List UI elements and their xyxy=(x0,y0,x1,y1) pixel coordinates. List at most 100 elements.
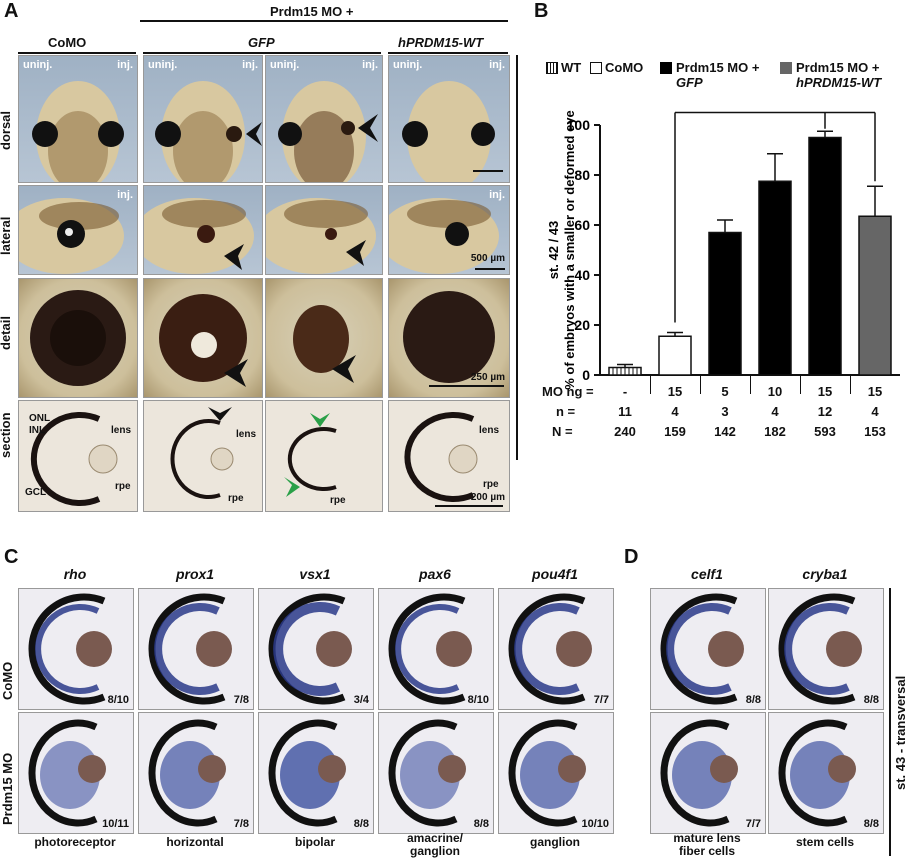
arrowhead-icon xyxy=(224,359,248,387)
gcl-label: GCL xyxy=(25,487,47,498)
uninj-label: uninj. xyxy=(148,59,178,71)
y-tick-label: 60 xyxy=(574,217,590,233)
y-axis-label: st. 42 / 43 xyxy=(546,221,561,280)
table-cell: 3 xyxy=(721,404,729,419)
ratio-label: 10/11 xyxy=(102,818,129,830)
section-hprdm15-image: lens rpe 200 µm xyxy=(388,400,510,512)
panel-c-letter: C xyxy=(4,546,19,568)
legend: WT CoMO Prdm15 MO + GFP Prdm15 MO + hPRD… xyxy=(546,58,911,108)
ratio-label: 8/10 xyxy=(107,694,129,706)
ish-image-vsx1-prdm15: 8/8 xyxy=(258,712,374,834)
onl-label: ONL xyxy=(29,413,51,424)
cell-type-label: bipolar xyxy=(294,835,335,849)
ratio-label: 7/8 xyxy=(233,818,249,830)
table-cell: 5 xyxy=(721,384,729,399)
table-cell: 11 xyxy=(618,404,632,419)
ish-image-celf1-prdm15: 7/7 xyxy=(650,712,766,834)
cell-type-label: ganglion xyxy=(530,835,580,849)
lateral-hprdm15-image: inj. 500 µm xyxy=(388,185,510,275)
dorsal-como-image: uninj. inj. xyxy=(18,55,138,183)
lens-label: lens xyxy=(111,425,132,436)
panel-a-letter: A xyxy=(4,0,19,22)
section-gfp2-image: rpe xyxy=(265,400,383,512)
cell-type-label: horizontal xyxy=(166,835,224,849)
ratio-label: 8/8 xyxy=(863,818,879,830)
bar xyxy=(758,180,792,376)
table-cell: 15 xyxy=(817,384,833,399)
table-separator xyxy=(750,376,751,394)
ish-image-prox1-como: 7/8 xyxy=(138,588,254,710)
y-tick-label: 20 xyxy=(574,317,590,333)
rpe-label: rpe xyxy=(228,493,244,504)
y-axis-label: % of embryos with a smaller or deformed … xyxy=(562,110,577,390)
ish-image-cryba1-prdm15: 8/8 xyxy=(768,712,884,834)
detail-hprdm15-image: 250 µm xyxy=(388,278,510,398)
arrowhead-icon xyxy=(346,240,366,266)
legend-hprdm: Prdm15 MO + xyxy=(796,60,880,75)
panel-a-right-rule xyxy=(516,55,518,460)
table-cell: 10 xyxy=(767,384,783,399)
gene-label-pax6: pax6 xyxy=(419,566,451,582)
arrowhead-icon xyxy=(208,407,232,421)
table-separator xyxy=(700,376,701,394)
inj-label: inj. xyxy=(117,189,133,201)
table-cell: 153 xyxy=(864,424,886,439)
como-rule xyxy=(18,52,136,54)
ish-image-rho-prdm15: 10/11 xyxy=(18,712,134,834)
bar xyxy=(858,215,892,376)
inl-label: INL xyxy=(29,425,46,436)
gene-label-celf1: celf1 xyxy=(691,566,723,582)
gene-label-cryba1: cryba1 xyxy=(802,566,848,582)
row-label-dorsal: dorsal xyxy=(0,110,13,150)
ratio-label: 7/7 xyxy=(593,694,609,706)
inj-label: inj. xyxy=(489,189,505,201)
lateral-gfp2-image xyxy=(265,185,383,275)
side-label: st. 43 - transversal xyxy=(893,675,908,790)
ish-image-pax6-como: 8/10 xyxy=(378,588,494,710)
inj-label: inj. xyxy=(242,59,258,71)
table-cell: 4 xyxy=(671,404,679,419)
mo-ng-label: MO ng = xyxy=(542,384,594,399)
legend-swatch-wt xyxy=(546,62,558,74)
table-cell: 593 xyxy=(814,424,836,439)
dorsal-hprdm15-image: uninj. inj. xyxy=(388,55,510,183)
lateral-como-image: inj. xyxy=(18,185,138,275)
uninj-label: uninj. xyxy=(23,59,53,71)
gene-label-prox1: prox1 xyxy=(175,566,215,582)
gfp-rule xyxy=(143,52,381,54)
ish-image-prox1-prdm15: 7/8 xyxy=(138,712,254,834)
y-tick-label: 100 xyxy=(567,117,591,133)
green-arrowhead-icon xyxy=(310,413,330,427)
scale-lateral: 500 µm xyxy=(470,253,505,264)
row-label-section: section xyxy=(0,412,13,458)
big-n-label: N = xyxy=(552,424,573,439)
hprdm-rule xyxy=(388,52,508,54)
gene-label-vsx1: vsx1 xyxy=(299,566,331,582)
ish-image-pou4f1-prdm15: 10/10 xyxy=(498,712,614,834)
table-cell: 12 xyxy=(817,404,833,419)
table-cell: 4 xyxy=(771,404,779,419)
table-separator xyxy=(650,376,651,394)
rpe-label: rpe xyxy=(115,481,131,492)
lateral-gfp1-image xyxy=(143,185,263,275)
table-separator xyxy=(800,376,801,394)
table-cell: 4 xyxy=(871,404,879,419)
uninj-label: uninj. xyxy=(270,59,300,71)
lens-label: lens xyxy=(479,425,500,436)
arrowhead-icon xyxy=(358,114,378,142)
ratio-label: 7/7 xyxy=(745,818,761,830)
legend-swatch-como xyxy=(590,62,602,74)
row-label-como: CoMO xyxy=(0,661,15,700)
bar xyxy=(658,335,692,376)
row-label-detail: detail xyxy=(0,316,13,350)
arrowhead-icon xyxy=(332,355,356,383)
green-arrowhead-icon xyxy=(284,477,300,497)
dorsal-gfp2-image: uninj. inj. xyxy=(265,55,383,183)
panel-d-side-rule xyxy=(889,588,891,856)
bar-chart: 0 20 40 60 80 100 st. 42 / 43% of embryos with… xyxy=(546,110,900,390)
cell-type-label: stem cells xyxy=(795,835,855,849)
ratio-label: 3/4 xyxy=(353,694,369,706)
cell-type-label: photoreceptor xyxy=(34,835,116,849)
table-cell: 182 xyxy=(764,424,786,439)
ish-image-vsx1-como: 3/4 xyxy=(258,588,374,710)
